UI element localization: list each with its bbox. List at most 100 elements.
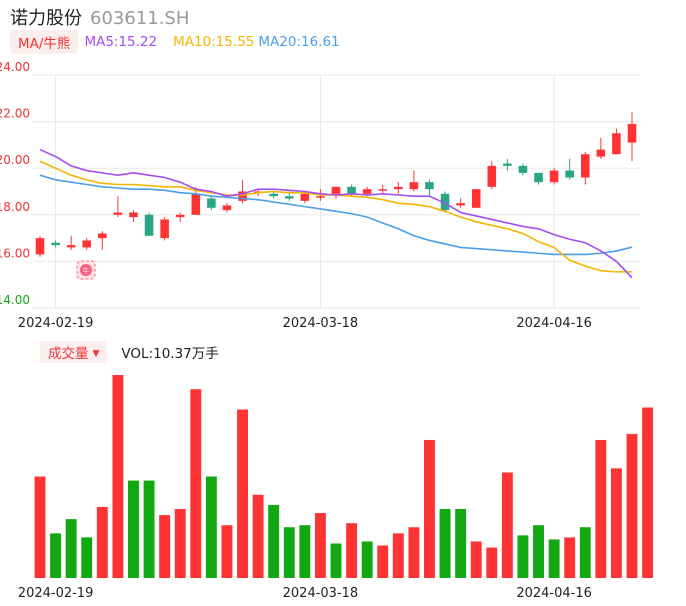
candle-body (596, 149, 606, 157)
candle-body (425, 182, 434, 190)
candle-body (580, 154, 590, 178)
ma10-line (39, 160, 632, 273)
candle-body (300, 193, 310, 201)
ma20-value: MA20:16.61 (258, 34, 340, 50)
volume-bar (377, 545, 389, 578)
candle-body (82, 240, 92, 248)
candle-body (191, 193, 201, 215)
volume-bar (501, 472, 513, 578)
volume-bar (548, 539, 560, 578)
y-tick-label: 22.00 (0, 107, 30, 121)
volume-bar (159, 515, 171, 578)
volume-bar (268, 504, 280, 578)
ma-type-button[interactable]: MA/牛熊 (10, 30, 79, 54)
volume-bar (408, 527, 420, 578)
volume-bar (283, 527, 295, 578)
candle-body (487, 165, 497, 187)
volume-x-tick-label: 2024-02-19 (18, 586, 94, 601)
candle-body (627, 123, 637, 143)
stock-name: 诺力股份 (10, 8, 82, 29)
bull-bear-marker-icon: 牛 (76, 260, 96, 280)
volume-bar (112, 375, 124, 578)
candle-body (35, 238, 45, 255)
candle-body (347, 186, 356, 194)
candle-body (129, 212, 138, 218)
x-tick-label: 2024-03-18 (283, 316, 359, 331)
candle-body (238, 191, 247, 201)
ma10-value: MA10:15.55 (173, 34, 255, 50)
candle-body (440, 193, 450, 211)
volume-bar (392, 533, 404, 578)
volume-bar (314, 513, 326, 578)
volume-bar (221, 525, 233, 578)
candle-body (471, 189, 481, 208)
volume-bar (34, 476, 46, 578)
candle-body (503, 163, 512, 166)
volume-bar (564, 537, 576, 578)
candle-body (362, 189, 372, 194)
volume-bar (626, 433, 638, 578)
volume-indicator-button[interactable]: 成交量 ▼ (40, 341, 108, 363)
volume-bar (642, 407, 654, 578)
y-tick-label: 18.00 (0, 200, 30, 214)
volume-bar (50, 533, 62, 578)
candle-body (284, 196, 294, 199)
candle-body (316, 196, 325, 198)
volume-bar (346, 523, 358, 578)
volume-bar (330, 543, 342, 578)
x-tick-label: 2024-02-19 (18, 316, 94, 331)
candle-body (534, 172, 543, 183)
volume-x-tick-label: 2024-04-16 (516, 586, 592, 601)
volume-bar (517, 535, 529, 578)
volume-bar (595, 439, 607, 578)
candle-body (456, 203, 465, 206)
y-tick-label: 16.00 (0, 246, 30, 260)
y-tick-label: 20.00 (0, 153, 30, 167)
ma-legend: MA/牛熊 MA5:15.22 MA10:15.55 MA20:16.61 (10, 30, 340, 54)
candle-body (518, 165, 528, 173)
volume-bar (65, 519, 77, 578)
volume-bar (486, 547, 498, 578)
candle-body (549, 170, 559, 183)
y-tick-label: 24.00 (0, 60, 30, 74)
candle-body (565, 170, 574, 178)
volume-bar (143, 480, 155, 578)
candle-body (409, 182, 419, 190)
candle-body (269, 193, 278, 197)
volume-value: VOL:10.37万手 (121, 346, 219, 362)
candle-body (175, 214, 185, 218)
volume-x-tick-label: 2024-03-18 (283, 586, 359, 601)
candle-body (378, 189, 388, 191)
volume-bar (533, 525, 544, 578)
marker-dot (80, 264, 92, 276)
volume-bar (361, 541, 373, 578)
y-tick-label: 14.00 (0, 293, 30, 307)
candle-body (394, 186, 403, 190)
candle-body (331, 186, 341, 194)
candle-body (144, 214, 154, 236)
volume-bar (174, 508, 186, 578)
volume-bar (579, 527, 591, 578)
candle-body (51, 242, 60, 246)
volume-bar (205, 476, 217, 578)
stock-code: 603611.SH (90, 8, 190, 29)
stock-title: 诺力股份 603611.SH (10, 4, 189, 30)
volume-bar (252, 494, 264, 578)
volume-indicator-label: 成交量 (48, 346, 89, 362)
candle-body (222, 205, 232, 211)
ma20-line (39, 174, 633, 256)
candle-body (207, 198, 216, 208)
candle-body (612, 133, 621, 155)
volume-bar (455, 508, 467, 578)
volume-bar (96, 506, 108, 578)
ma5-value: MA5:15.22 (84, 34, 158, 50)
candle-body (66, 245, 76, 248)
volume-bar (439, 508, 451, 578)
volume-bar (470, 541, 482, 578)
candle-body (160, 219, 169, 239)
volume-bar (81, 537, 93, 578)
volume-bar (128, 480, 139, 578)
volume-bar (299, 525, 311, 578)
volume-legend: 成交量 ▼ VOL:10.37万手 (40, 341, 219, 363)
